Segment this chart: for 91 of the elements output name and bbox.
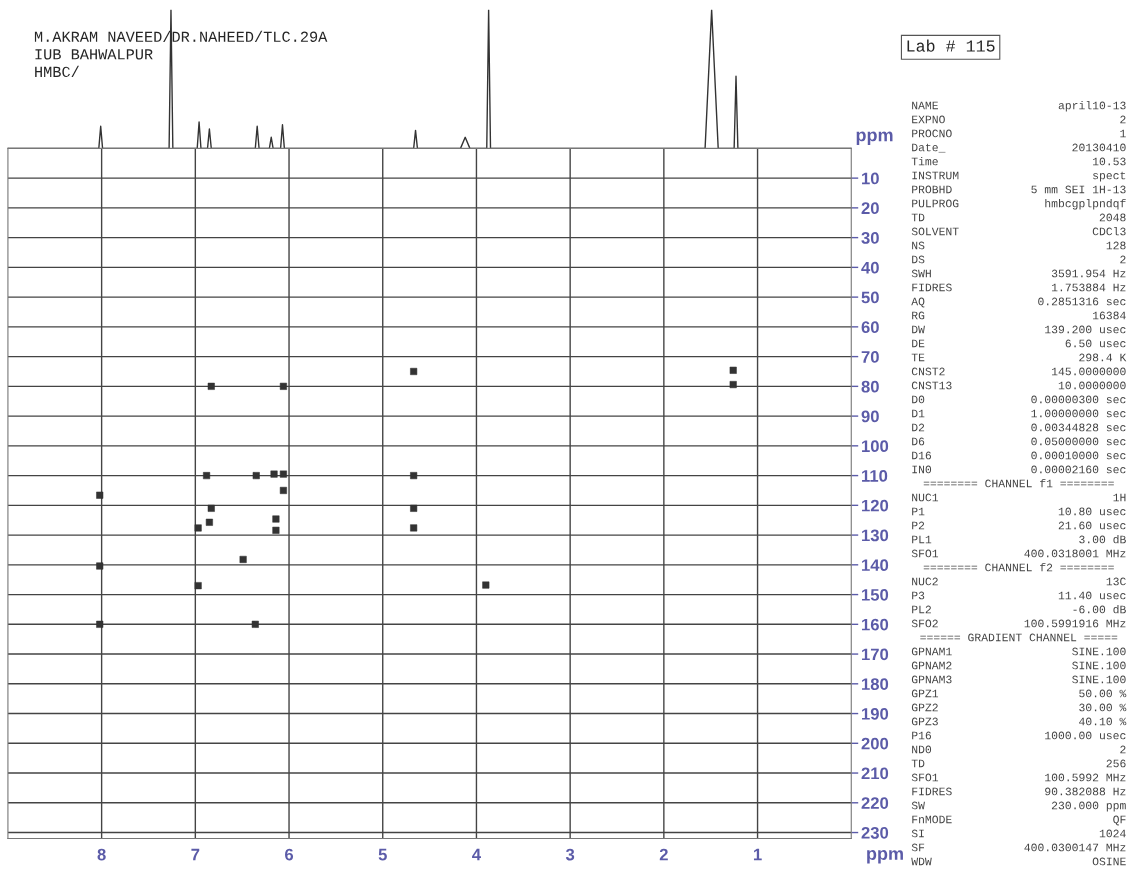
text: D1 1.00000000 sec	[912, 409, 1126, 418]
text: SFO2 100.5991916 MHz	[911, 619, 1126, 628]
text: IUB BAHWALPUR	[35, 49, 153, 60]
x-axis-title: ppm	[867, 850, 903, 864]
y-tick-label: 80	[861, 380, 879, 393]
x-tick-label: 3	[565, 848, 575, 861]
text: DE 6.50 usec	[912, 339, 1126, 348]
y-tick-label: 100	[862, 440, 889, 453]
x-tick-label: 5	[378, 848, 387, 861]
x-tick-label: 8	[97, 848, 106, 861]
y-tick-label: 170	[862, 648, 889, 661]
text: FnMODE QF	[912, 815, 1126, 826]
text: D6 0.05000000 sec	[912, 437, 1126, 446]
text: SWH 3591.954 Hz	[911, 269, 1126, 278]
annotation: HMBC/	[35, 65, 79, 78]
x-tick-label: 7	[191, 848, 200, 861]
text: GPNAM2 SINE.100	[911, 661, 1126, 670]
y-tick-label: 180	[862, 678, 889, 691]
text: SFO1 100.5992 MHz	[911, 773, 1126, 782]
text: SW 230.000 ppm	[911, 801, 1126, 812]
text: PULPROG hmbcgplpndqf	[912, 198, 1126, 210]
text: PL1 3.00 dB	[912, 534, 1126, 544]
y-tick-label: 150	[862, 588, 889, 601]
x-tick-label: 4	[472, 848, 481, 861]
text: GPNAM3 SINE.100	[911, 675, 1126, 684]
text: SI 1024	[911, 829, 1126, 838]
y-tick-label: 230	[861, 826, 889, 839]
y-tick-label: 90	[861, 410, 879, 423]
y-tick-label: 140	[862, 559, 889, 572]
x-tick-label: 1	[753, 848, 762, 861]
text: P2 21.60 usec	[912, 521, 1126, 530]
x-tick-label: 2	[659, 848, 668, 861]
text: GPZ3 40.10 %	[911, 717, 1127, 726]
text: SOLVENT CDCl3	[911, 226, 1126, 236]
text: FIDRES 1.753884 Hz	[912, 283, 1126, 292]
text: DW 139.200 usec	[912, 325, 1126, 334]
y-tick-label: 120	[862, 499, 889, 512]
text: IN0 0.00002160 sec	[912, 465, 1126, 474]
text: D16 0.00010000 sec	[912, 451, 1126, 460]
text: SF 400.0300147 MHz	[911, 843, 1126, 852]
text: ====== GRADIENT CHANNEL =====	[920, 633, 1118, 642]
text: EXPNO 2	[912, 115, 1126, 124]
y-tick-label: 130	[862, 529, 889, 542]
text: GPZ2 30.00 %	[911, 703, 1127, 712]
text: D0 0.00000300 sec	[912, 395, 1126, 404]
y-tick-label: 60	[861, 321, 879, 334]
text: PROBHD 5 mm SEI 1H-13	[912, 185, 1126, 194]
text: ======== CHANNEL f1 ========	[923, 478, 1114, 488]
text: P16 1000.00 usec	[912, 731, 1126, 740]
y-axis-title: ppm	[856, 131, 893, 145]
text: NUC1 1H	[912, 493, 1126, 502]
text: NS 128	[912, 241, 1126, 250]
text: D2 0.00344828 sec	[912, 423, 1126, 432]
y-tick-label: 70	[861, 351, 879, 363]
text: AQ 0.2851316 sec	[911, 297, 1126, 308]
text: GPZ1 50.00 %	[911, 689, 1127, 698]
y-tick-label: 50	[861, 291, 879, 304]
text: RG 16384	[912, 311, 1126, 320]
y-tick-label: 160	[862, 618, 889, 631]
text: ND0 2	[912, 745, 1126, 754]
y-tick-label: 200	[861, 737, 889, 750]
y-tick-label: 30	[861, 232, 879, 244]
text: TD 2048	[911, 213, 1126, 222]
text: INSTRUM spect	[912, 171, 1126, 182]
text: CNST2 145.0000000	[911, 367, 1126, 376]
y-tick-label: 210	[861, 767, 889, 780]
text: TE 298.4 K	[911, 353, 1127, 362]
y-tick-label: 10	[862, 172, 879, 185]
y-tick-label: 110	[862, 469, 888, 482]
text: GPNAM1 SINE.100	[911, 647, 1126, 656]
text: Time 10.53	[911, 156, 1126, 166]
text: PROCNO 1	[912, 129, 1126, 138]
text: P3 11.40 usec	[912, 591, 1126, 600]
text: ======== CHANNEL f2 ========	[923, 562, 1114, 572]
y-tick-label: 20	[861, 202, 879, 215]
text: Lab # 115	[907, 39, 995, 52]
y-tick-label: 40	[861, 261, 879, 274]
text: SFO1 400.0318001 MHz	[911, 549, 1126, 558]
text: P1 10.80 usec	[912, 507, 1126, 516]
text: WDW OSINE	[911, 857, 1126, 866]
text: FIDRES 90.382088 Hz	[912, 787, 1126, 796]
text: NAME april10-13	[912, 100, 1126, 112]
text: TD 256	[911, 759, 1126, 768]
text: PL2 -6.00 dB	[912, 604, 1126, 614]
x-tick-label: 6	[285, 848, 294, 861]
text: Date_ 20130410	[912, 143, 1126, 153]
y-tick-label: 220	[861, 797, 889, 809]
y-tick-label: 190	[862, 707, 889, 720]
text: NUC2 13C	[912, 577, 1126, 586]
text: DS 2	[912, 255, 1126, 264]
text: CNST13 10.0000000	[911, 381, 1126, 390]
